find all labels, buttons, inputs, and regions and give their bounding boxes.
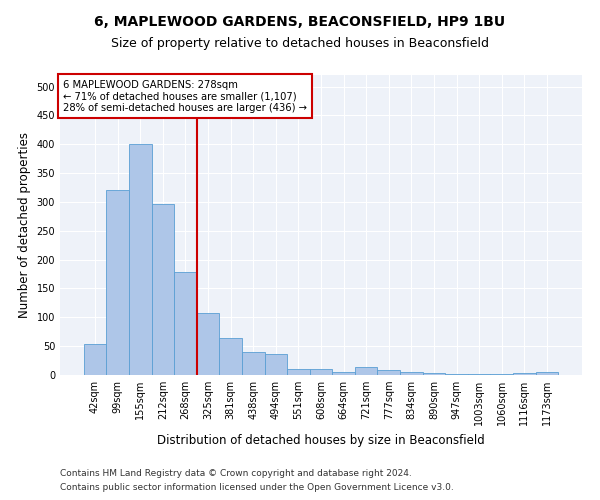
Bar: [422, 374, 445, 375]
Bar: [400, 372, 422, 375]
Text: Contains public sector information licensed under the Open Government Licence v3: Contains public sector information licen…: [60, 484, 454, 492]
Bar: [490, 374, 513, 375]
Bar: [265, 354, 287, 375]
Bar: [106, 190, 129, 375]
Bar: [332, 372, 355, 375]
Bar: [174, 272, 197, 375]
Bar: [445, 374, 468, 375]
Bar: [377, 370, 400, 375]
Bar: [355, 367, 377, 375]
Bar: [220, 338, 242, 375]
Bar: [84, 344, 106, 375]
Bar: [197, 314, 220, 375]
Text: Size of property relative to detached houses in Beaconsfield: Size of property relative to detached ho…: [111, 38, 489, 51]
Bar: [536, 372, 558, 375]
Text: 6, MAPLEWOOD GARDENS, BEACONSFIELD, HP9 1BU: 6, MAPLEWOOD GARDENS, BEACONSFIELD, HP9 …: [94, 15, 506, 29]
Bar: [129, 144, 152, 375]
Bar: [513, 374, 536, 375]
Text: 6 MAPLEWOOD GARDENS: 278sqm
← 71% of detached houses are smaller (1,107)
28% of : 6 MAPLEWOOD GARDENS: 278sqm ← 71% of det…: [62, 80, 307, 112]
Y-axis label: Number of detached properties: Number of detached properties: [18, 132, 31, 318]
Bar: [310, 369, 332, 375]
Text: Contains HM Land Registry data © Crown copyright and database right 2024.: Contains HM Land Registry data © Crown c…: [60, 468, 412, 477]
Bar: [152, 204, 174, 375]
Bar: [242, 352, 265, 375]
X-axis label: Distribution of detached houses by size in Beaconsfield: Distribution of detached houses by size …: [157, 434, 485, 446]
Bar: [468, 374, 490, 375]
Bar: [287, 369, 310, 375]
